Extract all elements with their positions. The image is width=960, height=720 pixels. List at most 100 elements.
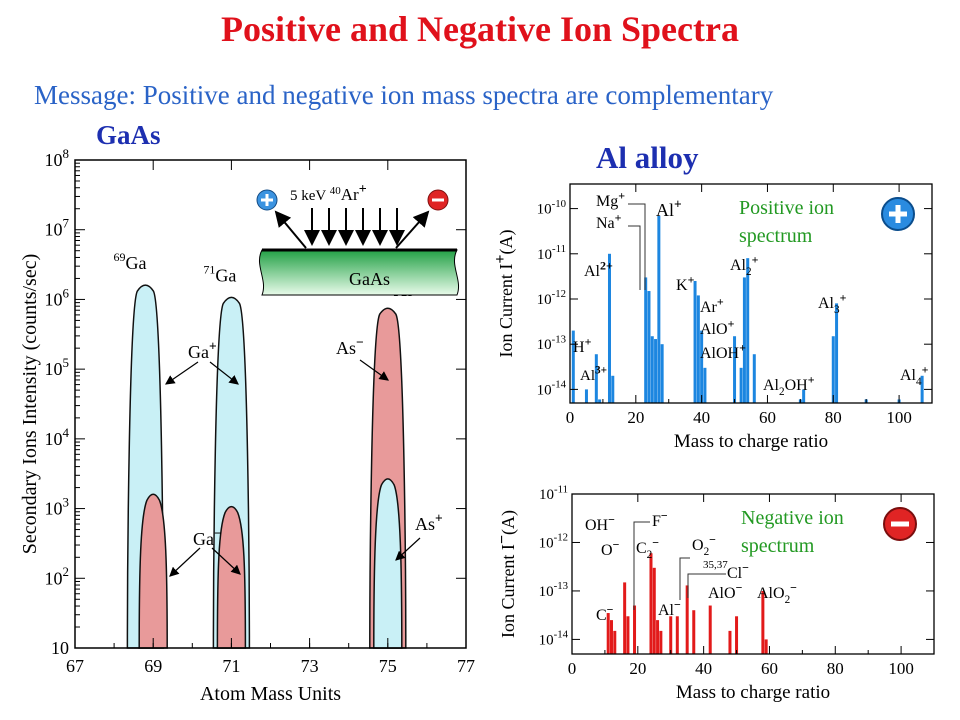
gaas-y-tick-label: 10	[51, 638, 69, 658]
pos-y-axis-label: Ion Current I+(A)	[492, 229, 517, 357]
peak-ga-minus-0	[138, 493, 168, 649]
label-al-3plus: Al3+	[580, 365, 607, 384]
pos-bar	[835, 303, 839, 403]
neg-bar	[669, 616, 673, 654]
neg-y-tick-label: 10-14	[539, 629, 569, 649]
pos-bar	[647, 291, 651, 403]
label-al2-dimer-plus: Al2+	[730, 252, 759, 278]
pos-bar	[802, 389, 806, 403]
pos-x-tick-label: 40	[693, 408, 710, 427]
pos-y-tick-label: 10-11	[537, 243, 566, 263]
slide-title: Positive and Negative Ion Spectra	[221, 9, 739, 49]
peak-ga-minus-1	[216, 505, 247, 649]
substrate-label: GaAs	[349, 269, 390, 289]
peak-label-71ga: 71Ga	[203, 262, 236, 285]
pos-x-tick-label: 0	[566, 408, 575, 427]
neg-y-tick-label: 10-13	[539, 580, 568, 600]
label-al2oh-plus: Al2OH+	[763, 372, 815, 398]
emitted-positive-arrow	[274, 210, 307, 249]
neg-annotation-line1: Negative ion	[741, 507, 844, 529]
pos-plot-frame	[569, 183, 933, 404]
annotation-arrow	[211, 547, 241, 575]
pos-bar	[742, 277, 746, 403]
neg-plot-frame	[571, 493, 935, 655]
pos-bar	[644, 277, 648, 403]
pos-bar	[571, 330, 575, 403]
neg-bar	[633, 605, 637, 654]
label-al2-plus: Al2+	[584, 258, 613, 280]
peak-as-minusplus-0	[373, 478, 403, 649]
label-alo2-minus: AlO2−	[757, 580, 797, 606]
neg-bar	[626, 616, 630, 654]
label-mg-plus: Mg+	[596, 188, 625, 210]
neg-bar	[659, 630, 663, 654]
pos-bar	[739, 367, 743, 403]
pos-bar	[693, 281, 697, 403]
pos-bar	[611, 375, 615, 403]
neg-bar	[613, 630, 617, 654]
neg-x-tick-label: 60	[761, 659, 778, 678]
label-o2-minus: O2−	[692, 532, 716, 558]
neg-bar	[675, 616, 679, 654]
pos-bar	[700, 330, 704, 403]
neg-bar	[652, 567, 656, 654]
beam-label: 5 keV 40Ar+	[290, 182, 367, 204]
label-alo-minus: AlO−	[708, 580, 743, 602]
gaas-y-tick-label: 102	[45, 564, 69, 588]
gaas-y-tick-label: 107	[45, 216, 70, 240]
pos-y-tick-label: 10-13	[537, 333, 566, 353]
pos-bar	[920, 375, 924, 403]
series-label-ga-plus: Ga+	[188, 338, 217, 362]
label-c2-minus: C2−	[636, 535, 659, 561]
label-alo-plus: AlO+	[700, 316, 735, 338]
emitted-negative-arrow	[395, 210, 430, 249]
pos-bar	[594, 354, 598, 403]
pos-bar	[703, 367, 707, 403]
annotation-arrow	[359, 359, 389, 381]
peak-label-69ga: 69Ga	[113, 250, 146, 273]
label-oh-minus: OH−	[585, 512, 615, 534]
neg-bar	[708, 605, 712, 654]
leader-line-o2	[679, 557, 690, 600]
neg-bar	[623, 582, 627, 654]
neg-bar	[728, 630, 732, 654]
pos-y-tick-label: 10-10	[537, 198, 566, 218]
gaas-x-tick-label: 71	[222, 656, 240, 676]
pos-annotation-line2: spectrum	[739, 225, 813, 247]
label-aloh-plus: AlOH+	[700, 340, 746, 362]
pos-x-axis-label: Mass to charge ratio	[674, 431, 828, 452]
neg-bar	[606, 613, 610, 654]
pos-bar	[752, 354, 756, 403]
series-label-as-plus: As+	[415, 510, 443, 534]
gaas-y-tick-label: 103	[45, 494, 69, 518]
pos-annotation-line1: Positive ion	[739, 197, 834, 219]
neg-y-tick-label: 10-12	[539, 532, 568, 552]
pos-y-tick-label: 10-12	[537, 288, 566, 308]
leader-line-na	[628, 225, 641, 290]
neg-bar	[764, 639, 768, 654]
gaas-y-tick-label: 108	[45, 146, 69, 170]
pos-bar	[607, 253, 611, 403]
annotation-arrow	[169, 547, 201, 577]
neg-x-tick-label: 20	[629, 659, 646, 678]
label-k-plus: K+	[676, 272, 695, 294]
neg-x-axis-label: Mass to charge ratio	[676, 682, 830, 703]
pos-bar	[598, 399, 602, 403]
pos-bar	[584, 389, 588, 403]
annotation-arrow	[165, 361, 199, 385]
pos-bar	[733, 336, 737, 403]
gaas-substrate	[258, 249, 459, 296]
gaas-y-tick-label: 106	[45, 285, 70, 309]
al-alloy-title: Al alloy	[596, 140, 699, 175]
label-h-plus: H+	[573, 334, 592, 356]
neg-bar	[685, 585, 689, 654]
leader-line-mg	[628, 203, 646, 290]
neg-bar	[656, 620, 660, 654]
pos-icon-glyph	[889, 205, 907, 223]
gaas-x-tick-label: 67	[66, 656, 84, 676]
annotation-arrow	[395, 537, 421, 561]
pos-y-tick-label: 10-14	[537, 379, 567, 399]
gaas-chart-title: GaAs	[96, 120, 161, 150]
